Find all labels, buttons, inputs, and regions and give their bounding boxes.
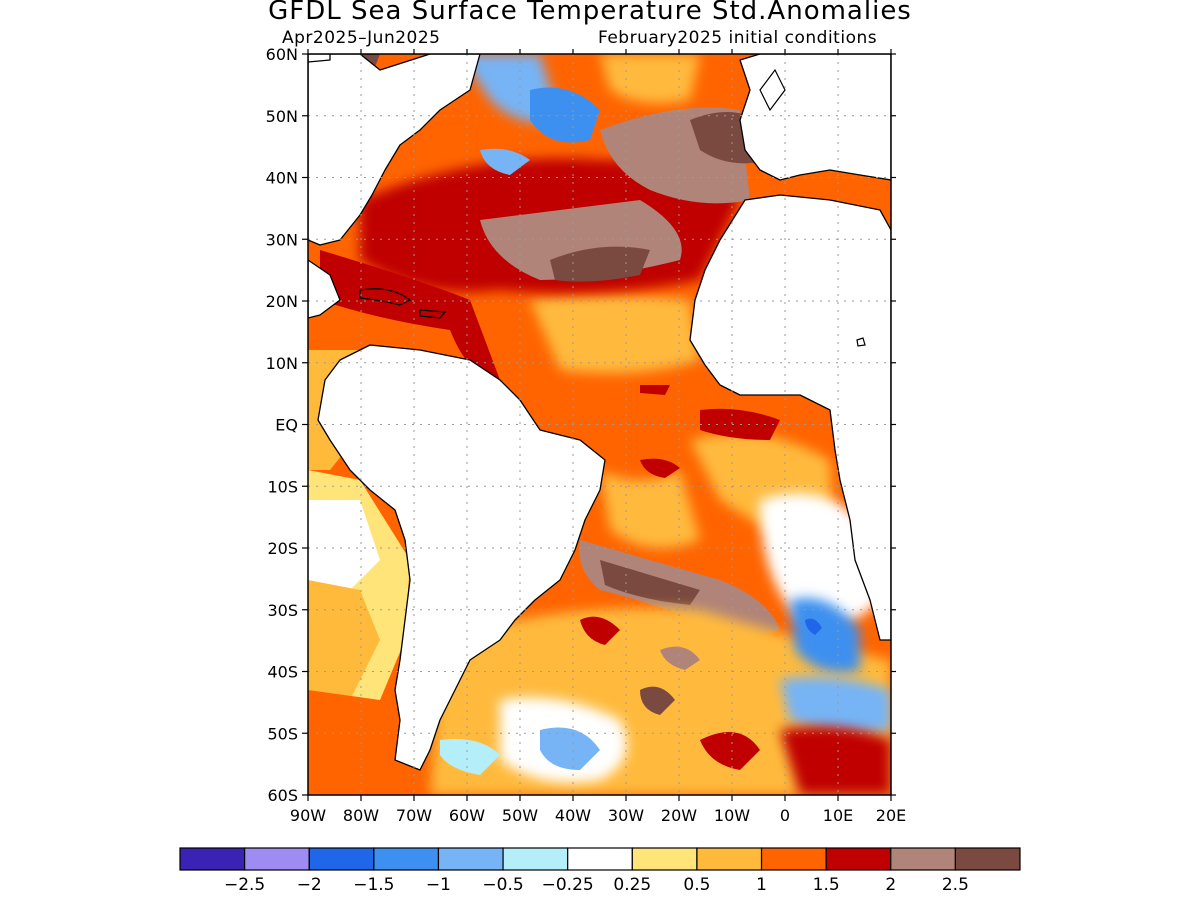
colorbar: −2.5 −2 −1.5 −1 −0.5 −0.25 0.25 0.5 1 1.5 2 2.5 xyxy=(179,847,1021,895)
lon-tick-label: 40W xyxy=(555,806,591,825)
central-america-land xyxy=(308,259,341,319)
lat-tick-label: 30S xyxy=(267,601,298,620)
initial-conditions: February2025 initial conditions xyxy=(598,28,878,48)
colorbar-label: 1 xyxy=(756,875,767,895)
south-america-land xyxy=(317,344,606,771)
lat-tick-label: 10S xyxy=(267,477,298,496)
lat-tick-label: 40N xyxy=(266,169,298,188)
lat-tick-label: 40S xyxy=(267,663,298,682)
colorbar-label: −0.5 xyxy=(482,875,523,895)
colorbar-swatch xyxy=(308,847,375,871)
colorbar-swatch xyxy=(437,847,504,871)
lat-tick-label: EQ xyxy=(275,416,298,435)
colorbar-label: −1.5 xyxy=(353,875,394,895)
colorbar-swatch xyxy=(567,847,633,871)
lon-tick-label: 10W xyxy=(714,806,750,825)
islands xyxy=(359,68,866,347)
north-america-land xyxy=(308,54,481,246)
lon-tick-label: 90W xyxy=(290,806,326,825)
lat-tick-label: 60N xyxy=(266,45,298,64)
hispaniola-outline xyxy=(419,309,447,319)
africa-land xyxy=(689,194,891,641)
colorbar-swatch xyxy=(890,847,956,871)
colorbar-swatch xyxy=(373,847,440,871)
colorbar-swatch xyxy=(179,847,246,871)
colorbar-label: −1 xyxy=(426,875,451,895)
colorbar-label: −2.5 xyxy=(224,875,265,895)
lon-tick-label: 70W xyxy=(396,806,432,825)
axis-ticks: 60N 50N 40N 30N 20N 10N EQ 10S 20S 30S 40S 50S 60S90… xyxy=(266,45,907,825)
colorbar-swatch xyxy=(954,847,1021,871)
lat-tick-label: 20N xyxy=(266,292,298,311)
cape-verde-outline xyxy=(856,337,866,347)
colorbar-label: 0.25 xyxy=(613,875,651,895)
colorbar-swatch xyxy=(696,847,763,871)
colorbar-swatch xyxy=(825,847,892,871)
lat-tick-label: 30N xyxy=(266,230,298,249)
colorbar-swatch xyxy=(760,847,827,871)
lat-tick-label: 50S xyxy=(267,724,298,743)
lon-tick-label: 80W xyxy=(343,806,379,825)
lat-tick-label: 10N xyxy=(266,354,298,373)
lat-tick-label: 20S xyxy=(267,539,298,558)
lon-tick-label: 0 xyxy=(780,806,790,825)
cuba-outline xyxy=(359,288,412,306)
colorbar-label: −2 xyxy=(297,875,322,895)
colorbar-label: 2.5 xyxy=(942,875,969,895)
lon-tick-label: 50W xyxy=(502,806,538,825)
forecast-period: Apr2025–Jun2025 xyxy=(282,28,441,48)
lon-tick-label: 10E xyxy=(823,806,853,825)
europe-land xyxy=(739,54,891,181)
colorbar-swatch xyxy=(502,847,569,871)
colorbar-label: −0.25 xyxy=(542,875,594,895)
lon-tick-label: 20W xyxy=(661,806,697,825)
colorbar-label: 2 xyxy=(885,875,896,895)
arctic-land xyxy=(308,54,331,63)
lon-tick-label: 30W xyxy=(608,806,644,825)
colorbar-swatch xyxy=(631,847,698,871)
lon-tick-label: 20E xyxy=(876,806,906,825)
lon-tick-label: 60W xyxy=(449,806,485,825)
colorbar-label: 1.5 xyxy=(813,875,840,895)
colorbar-swatch xyxy=(244,847,310,871)
lat-tick-label: 50N xyxy=(266,107,298,126)
graticule xyxy=(308,54,891,795)
map-title: GFDL Sea Surface Temperature Std.Anomali… xyxy=(268,0,912,26)
colorbar-label: 0.5 xyxy=(683,875,710,895)
continents xyxy=(308,54,891,771)
lat-tick-label: 60S xyxy=(267,786,298,805)
anomaly-field xyxy=(308,54,891,795)
british-isles-outline xyxy=(759,68,786,112)
